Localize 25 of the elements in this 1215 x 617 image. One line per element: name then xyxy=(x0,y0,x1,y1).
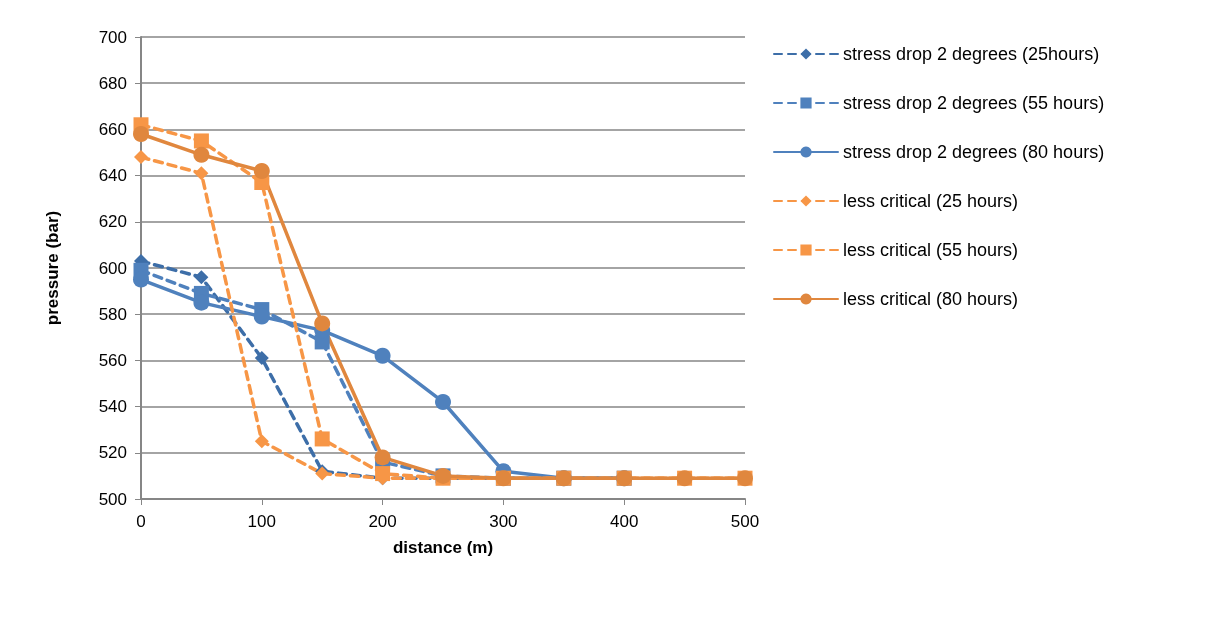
y-tick-label: 540 xyxy=(98,397,127,417)
legend-label: stress drop 2 degrees (55 hours) xyxy=(843,93,1105,113)
x-tick-label: 500 xyxy=(730,512,760,531)
legend-label: less critical (25 hours) xyxy=(843,191,1019,211)
y-tick-label: 660 xyxy=(98,119,127,139)
x-tick-label: 200 xyxy=(368,512,397,531)
legend-label: less critical (55 hours) xyxy=(843,240,1019,260)
y-tick-label: 560 xyxy=(98,350,127,370)
x-tick-label: 0 xyxy=(136,512,146,531)
y-tick-label: 520 xyxy=(98,443,127,463)
y-tick-label: 640 xyxy=(98,166,127,186)
x-tick-label: 300 xyxy=(489,512,518,531)
y-tick-label: 580 xyxy=(98,304,127,324)
y-tick-label: 680 xyxy=(98,73,127,93)
y-axis-title: pressure (bar) xyxy=(43,210,62,326)
y-tick-label: 620 xyxy=(98,212,127,232)
x-tick-label: 400 xyxy=(610,512,639,531)
legend-label: stress drop 2 degrees (25hours) xyxy=(843,44,1100,64)
x-tick-label: 100 xyxy=(247,512,276,531)
legend-label: stress drop 2 degrees (80 hours) xyxy=(843,142,1105,162)
y-tick-label: 700 xyxy=(98,27,127,47)
x-axis-title: distance (m) xyxy=(392,538,494,557)
y-tick-label: 600 xyxy=(98,258,127,278)
y-tick-label: 500 xyxy=(98,489,127,509)
legend-label: less critical (80 hours) xyxy=(843,289,1019,309)
